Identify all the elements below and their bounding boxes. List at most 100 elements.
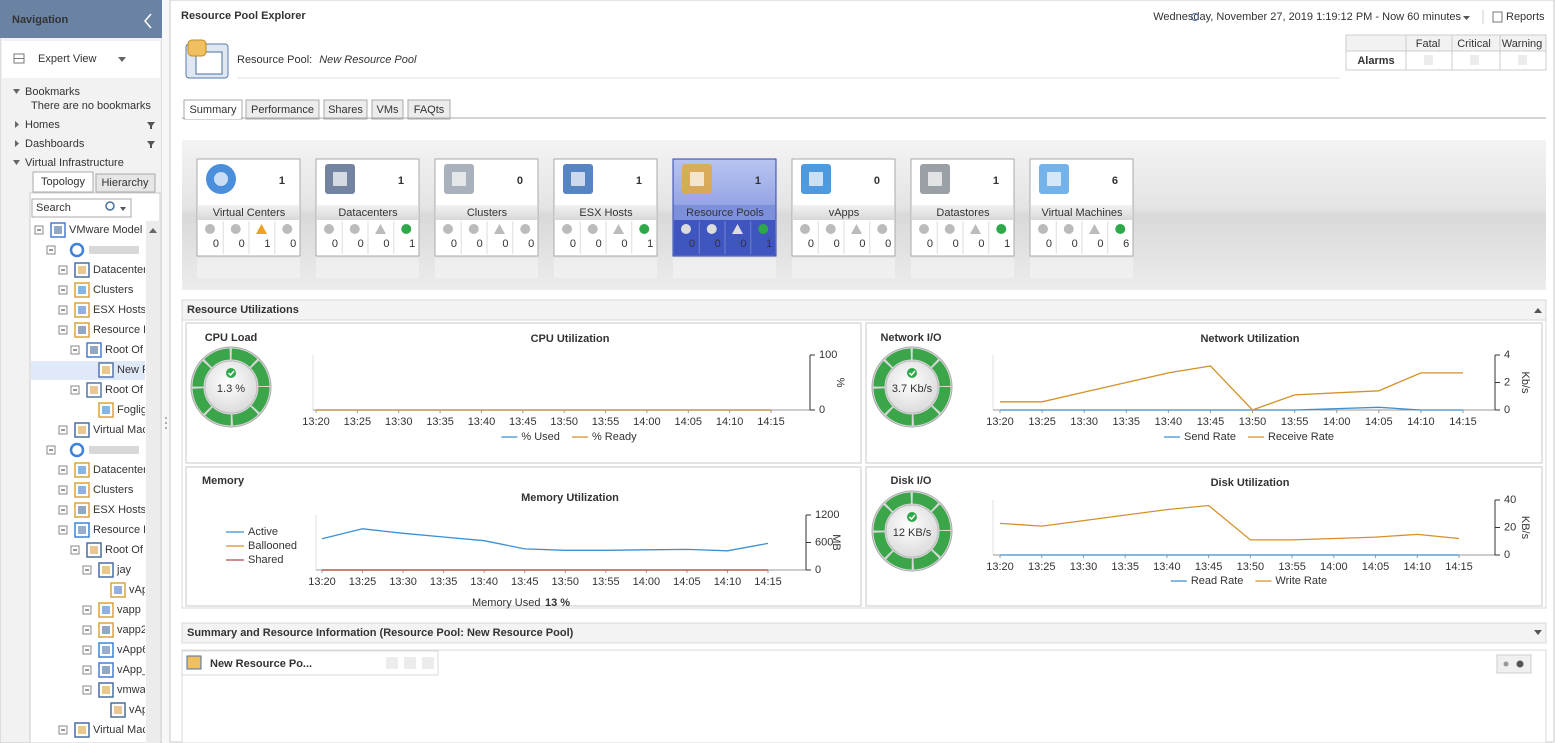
tab-label[interactable]: Hierarchy [101, 177, 149, 189]
gauge-label: Disk I/O [891, 475, 932, 487]
tile-icon-inner [571, 172, 585, 186]
status-icon [494, 224, 505, 234]
tree-label[interactable]: Datacenter [93, 264, 147, 276]
tree-label[interactable]: vApp6 [117, 644, 148, 656]
tab-label[interactable]: Performance [251, 104, 314, 116]
tree-icon-fill [90, 386, 98, 394]
tab-hierarchy[interactable] [95, 173, 156, 193]
tree-label[interactable]: jay [116, 564, 132, 576]
tree-label[interactable]: Resource P [93, 324, 150, 336]
reports-button[interactable]: Reports [1506, 11, 1545, 23]
filter-icon [147, 122, 155, 129]
tab[interactable] [407, 99, 451, 120]
tile-count: 0 [517, 175, 523, 187]
status-count: 1 [766, 238, 772, 250]
alarms-label: Alarms [1357, 55, 1394, 67]
tree-label[interactable]: Virtual Mac [93, 424, 148, 436]
tree-label[interactable]: Clusters [93, 484, 134, 496]
tab-label[interactable]: Topology [41, 176, 86, 188]
tree-label[interactable]: vapp [117, 604, 141, 616]
tile-name: Virtual Centers [213, 207, 286, 219]
status-count: 0 [451, 238, 457, 250]
y-tick-label: 0 [815, 564, 821, 576]
x-tick-label: 13:55 [1281, 416, 1309, 428]
status-count: 0 [885, 238, 891, 250]
collapse-button[interactable] [144, 13, 152, 29]
tab[interactable] [323, 99, 368, 120]
tree-label[interactable]: New R [117, 364, 150, 376]
tile-name-row [436, 205, 537, 220]
tile-reflection [554, 258, 657, 278]
x-tick-label: 13:55 [1278, 561, 1306, 573]
tree-icon-fill [102, 406, 110, 414]
status-icon [230, 224, 241, 234]
reports-icon [1492, 11, 1503, 23]
x-tick-label: 13:45 [1195, 561, 1223, 573]
tree-label[interactable]: ESX Hosts [93, 504, 147, 516]
x-tick-label: 13:20 [986, 561, 1014, 573]
tree-icon [69, 242, 85, 258]
status-count: 0 [859, 238, 865, 250]
nav-item[interactable]: Bookmarks [25, 86, 81, 98]
tree-label[interactable]: vApp_ [117, 664, 149, 676]
tree-label[interactable]: Virtual Mac [93, 724, 148, 736]
view-toggle[interactable] [1496, 654, 1532, 674]
status-count: 1 [647, 238, 653, 250]
tab-label[interactable]: VMs [377, 104, 400, 116]
tree-label[interactable]: Resource P [93, 524, 150, 536]
memory-used-value: 13 % [545, 597, 570, 609]
dropdown-arrow [118, 57, 126, 62]
nav-item[interactable]: Homes [25, 119, 60, 131]
status-icon [758, 224, 769, 234]
tree-icon-fill [78, 306, 86, 314]
timestamp[interactable]: Wednesday, November 27, 2019 1:19:12 PM … [1153, 11, 1461, 23]
expand-arrow[interactable] [1534, 630, 1542, 635]
tree-label[interactable]: Foglig [117, 404, 147, 416]
chart-panel [865, 322, 1543, 464]
tree-label[interactable]: ESX Hosts [93, 304, 147, 316]
nav-item[interactable]: Virtual Infrastructure [25, 157, 124, 169]
tree-label[interactable]: vAp [129, 704, 148, 716]
tree-label[interactable]: vAp [129, 584, 148, 596]
tab-label[interactable]: FAQts [414, 104, 445, 116]
x-tick-label: 13:25 [1028, 416, 1056, 428]
tree-label[interactable]: vmwa [117, 684, 147, 696]
expander [13, 160, 20, 165]
status-count: 0 [1097, 238, 1103, 250]
tile-reflection [316, 258, 419, 278]
status-count: 0 [239, 238, 245, 250]
tree-label[interactable]: VMware Model [69, 224, 142, 236]
tree-label[interactable]: Root Of [105, 384, 144, 396]
x-tick-label: 14:05 [1365, 416, 1393, 428]
status-icon [732, 224, 743, 234]
expander [15, 140, 19, 147]
tree-label[interactable]: Root Of [105, 544, 144, 556]
x-tick-label: 13:50 [1237, 561, 1265, 573]
x-tick-label: 13:55 [592, 576, 620, 588]
view-selector[interactable]: Expert View [38, 53, 97, 65]
status-icon [520, 224, 531, 234]
alarm-cell [1424, 55, 1433, 65]
tree-icon-fill [102, 626, 110, 634]
tree-label[interactable]: vapp2 [117, 624, 147, 636]
filter-icon [147, 141, 155, 148]
tab-label[interactable]: Summary [189, 104, 237, 116]
tile-count: 1 [279, 175, 285, 187]
tile-count: 1 [636, 175, 642, 187]
nav-item[interactable]: Dashboards [25, 138, 85, 150]
tile-name: Clusters [467, 207, 508, 219]
collapse-arrow[interactable] [1534, 308, 1542, 313]
tree-label[interactable]: Clusters [93, 284, 134, 296]
tab-label[interactable]: Shares [328, 104, 363, 116]
status-icon [375, 224, 386, 234]
tree-label[interactable]: Datacenter [93, 464, 147, 476]
tab[interactable] [245, 99, 320, 120]
tab-topology[interactable] [32, 171, 94, 193]
status-count: 0 [528, 238, 534, 250]
tree-label[interactable]: Root Of [105, 344, 144, 356]
tab[interactable] [371, 99, 404, 120]
status-icon [587, 224, 598, 234]
gauge-value: 1.3 % [217, 383, 245, 395]
gauge-check [908, 370, 916, 377]
